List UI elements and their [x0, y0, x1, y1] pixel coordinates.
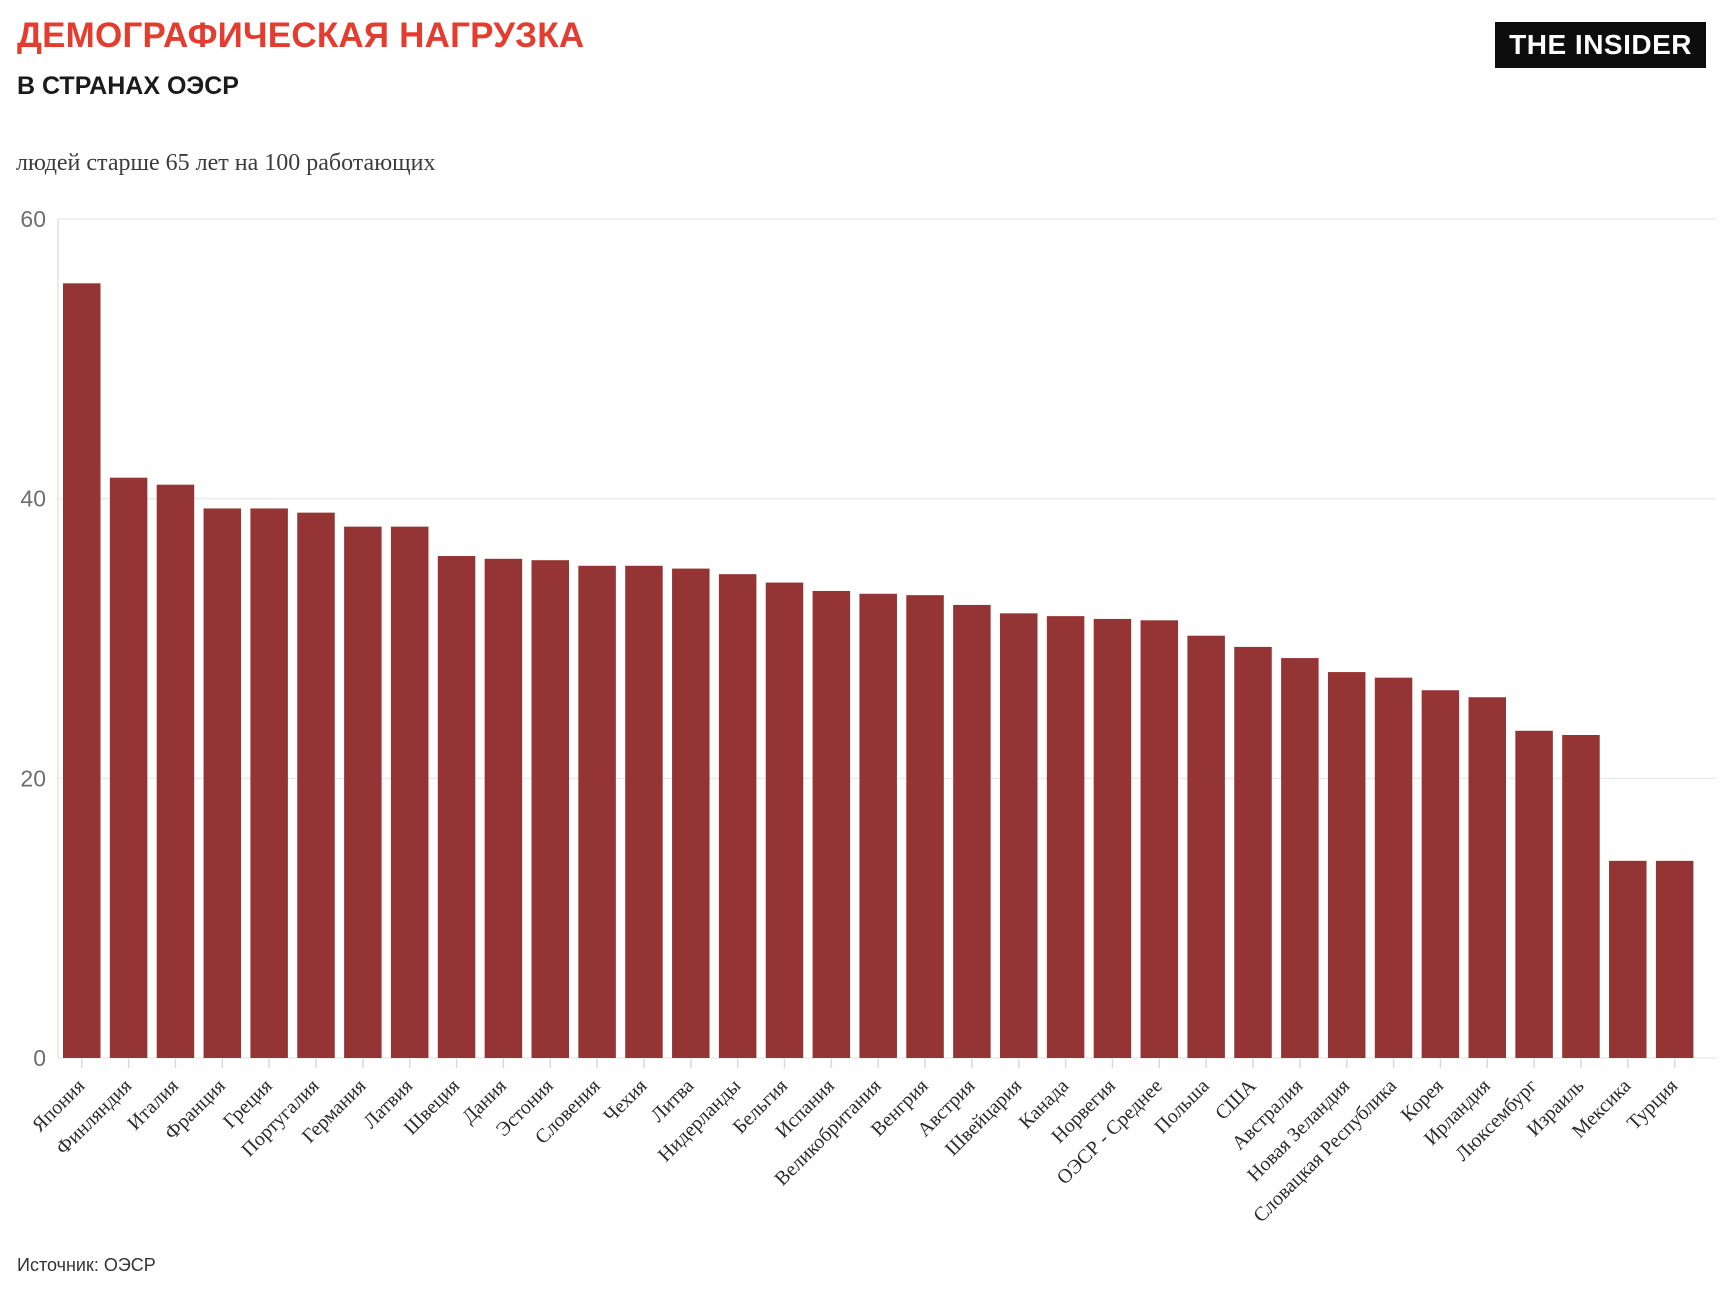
bar [1093, 618, 1132, 1058]
y-tick-label: 60 [20, 206, 46, 232]
bar [625, 565, 663, 1058]
bar [1655, 860, 1694, 1058]
bar [1000, 613, 1038, 1058]
y-tick-label: 0 [33, 1045, 46, 1071]
bar [1187, 635, 1225, 1058]
bar [1281, 658, 1319, 1058]
bar [63, 283, 101, 1058]
source-note: Источник: ОЭСР [17, 1255, 156, 1275]
bar [1327, 672, 1366, 1058]
bar [1515, 730, 1553, 1058]
bar [1421, 690, 1460, 1058]
bar [531, 560, 569, 1058]
bar [109, 477, 148, 1059]
bar [718, 574, 757, 1058]
bar [484, 558, 523, 1058]
brand-logo: THE INSIDER [1495, 22, 1706, 68]
chart-units-label: людей старше 65 лет на 100 работающих [16, 150, 436, 176]
bar [297, 512, 335, 1058]
bar [203, 508, 242, 1059]
y-tick-label: 20 [20, 765, 46, 791]
bar [250, 508, 288, 1059]
y-tick-label: 40 [20, 486, 46, 512]
bar [1046, 616, 1085, 1058]
x-tick-label: Чехия [600, 1075, 652, 1127]
bar [578, 565, 616, 1058]
bar [672, 568, 710, 1058]
bar [1468, 697, 1506, 1058]
bar [1609, 860, 1647, 1058]
bar [953, 604, 991, 1058]
bar [765, 582, 804, 1058]
page-subtitle: В СТРАНАХ ОЭСР [17, 72, 239, 100]
bar [1374, 677, 1413, 1058]
bar [344, 526, 382, 1058]
bar [390, 526, 429, 1058]
bar [156, 484, 195, 1058]
bar [859, 593, 897, 1058]
bar [1234, 646, 1272, 1058]
bar [1562, 734, 1600, 1058]
bar [812, 590, 851, 1058]
bar [906, 595, 944, 1058]
bar [437, 555, 476, 1058]
x-tick-label: Турция [1623, 1075, 1682, 1134]
bar [1140, 620, 1179, 1058]
page-title: ДЕМОГРАФИЧЕСКАЯ НАГРУЗКА [17, 16, 585, 55]
